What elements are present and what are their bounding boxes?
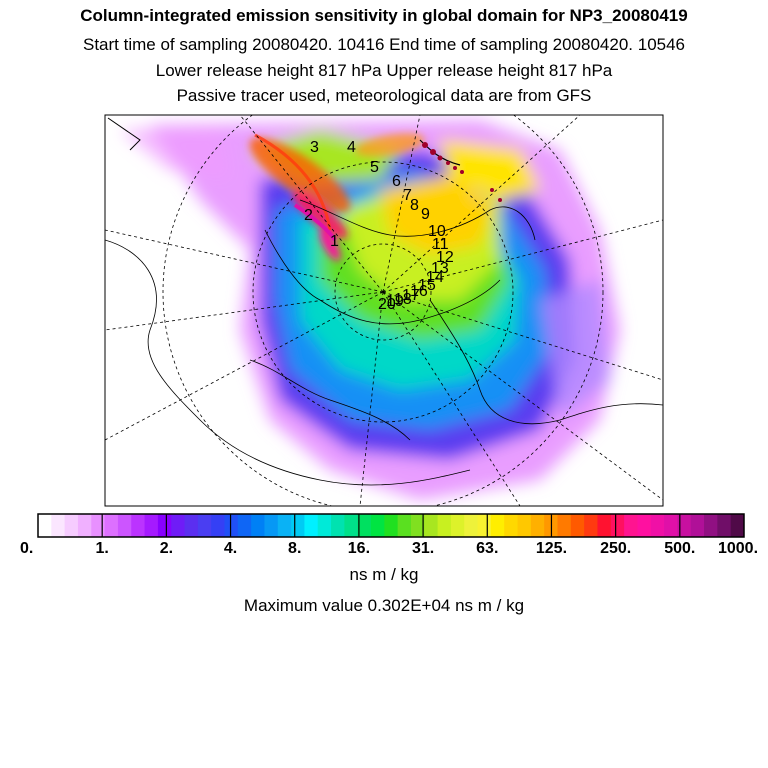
trajectory-label: 5 [370, 159, 379, 176]
colorbar-swatch [677, 514, 692, 537]
colorbar-swatch [344, 514, 359, 537]
colorbar-swatch [51, 514, 66, 537]
colorbar-swatch [371, 514, 385, 537]
colorbar-tick-label: 2. [160, 540, 173, 557]
trajectory-label: 2 [304, 207, 313, 224]
colorbar-swatch [397, 514, 412, 537]
colorbar-swatch [224, 514, 239, 537]
trajectory-label: 11 [432, 236, 449, 253]
trajectory-label: 12 [436, 249, 454, 266]
map-title: Column-integrated emission sensitivity i… [80, 6, 688, 25]
colorbar-tick-label: 125. [536, 540, 567, 557]
trajectory-label: 6 [392, 173, 401, 190]
colorbar-tick-label: 1. [96, 540, 109, 557]
colorbar-swatch [131, 514, 146, 537]
colorbar-swatch [64, 514, 79, 537]
colorbar-swatch [477, 514, 492, 537]
trajectory-label: 17 [402, 287, 420, 304]
colorbar-swatch [570, 514, 585, 537]
colorbar-swatch [690, 514, 705, 537]
colorbar-swatch [197, 514, 212, 537]
colorbar: 0. 1. 2. 4. 8. 16. 31. 63. 125. 250. 500. 1000. [20, 513, 758, 557]
colorbar-swatch [291, 514, 305, 537]
trajectory-label: 10 [428, 223, 446, 240]
colorbar-swatch [517, 514, 532, 537]
colorbar-frame [37, 513, 745, 538]
colorbar-tick-label: 4. [224, 540, 237, 557]
colorbar-tick-label: 63. [476, 540, 498, 557]
colorbar-swatch [530, 514, 545, 537]
trajectory-label: 19 [386, 293, 404, 310]
colorbar-swatch [144, 514, 159, 537]
trajectory-label: 9 [421, 206, 430, 223]
trajectory-label: 7 [403, 187, 412, 204]
colorbar-swatch [490, 514, 505, 537]
colorbar-tick-label: 1000. [718, 540, 758, 557]
colorbar-tick-label: 16. [348, 540, 370, 557]
colorbar-swatch [317, 514, 332, 537]
colorbar-swatch [730, 514, 745, 537]
trajectory-label: 13 [431, 260, 449, 277]
colorbar-unit: ns m / kg [349, 565, 419, 584]
colorbar-swatch [304, 514, 319, 537]
trajectory-label: 14 [426, 269, 444, 286]
colorbar-swatch [464, 514, 479, 537]
sampling-times: Start time of sampling 20080420. 10416 E… [82, 35, 686, 54]
trajectory-label: 4 [347, 139, 356, 156]
trajectory-label: 3 [310, 139, 319, 156]
colorbar-swatch [597, 514, 612, 537]
trajectory-label: 8 [410, 197, 419, 214]
colorbar-swatch [237, 514, 252, 537]
colorbar-swatches [38, 514, 745, 537]
trajectory-label: 16 [410, 283, 428, 300]
colorbar-swatch [171, 514, 186, 537]
colorbar-tick-label: 250. [600, 540, 631, 557]
colorbar-swatch [557, 514, 572, 537]
trajectory-label: 20 [378, 296, 396, 313]
trajectory-label: 18 [394, 291, 412, 308]
trajectory-label: 15 [418, 277, 436, 294]
colorbar-tick-label: 0. [20, 540, 33, 557]
colorbar-swatch [38, 514, 52, 537]
colorbar-dividers [101, 514, 681, 537]
colorbar-swatch [157, 514, 172, 537]
tracer-info: Passive tracer used, meteorological data… [176, 86, 592, 105]
colorbar-swatch [504, 514, 519, 537]
maximum-value: Maximum value 0.302E+04 ns m / kg [243, 596, 525, 615]
colorbar-swatch [664, 514, 678, 537]
colorbar-tick-label: 31. [412, 540, 434, 557]
colorbar-swatch [277, 514, 292, 537]
colorbar-swatch [211, 514, 225, 537]
release-heights: Lower release height 817 hPa Upper relea… [155, 61, 613, 80]
colorbar-swatch [77, 514, 92, 537]
trajectory-label: 1 [330, 233, 339, 250]
colorbar-swatch [424, 514, 439, 537]
colorbar-swatch [704, 514, 718, 537]
colorbar-swatch [624, 514, 638, 537]
colorbar-swatch [184, 514, 199, 537]
colorbar-swatch [104, 514, 119, 537]
colorbar-swatch [637, 514, 652, 537]
colorbar-swatch [264, 514, 279, 537]
colorbar-swatch [331, 514, 345, 537]
colorbar-swatch [117, 514, 132, 537]
colorbar-swatch [650, 514, 665, 537]
colorbar-swatch [584, 514, 598, 537]
colorbar-swatch [437, 514, 452, 537]
colorbar-swatch [610, 514, 625, 537]
colorbar-tick-label: 8. [288, 540, 301, 557]
colorbar-tick-label: 500. [664, 540, 695, 557]
colorbar-swatch [717, 514, 732, 537]
colorbar-swatch [450, 514, 465, 537]
colorbar-swatch [251, 514, 265, 537]
colorbar-swatch [91, 514, 106, 537]
trajectory-labels: 1 2 3 4 5 6 7 8 9 10 11 12 13 14 15 16 1… [304, 139, 454, 313]
colorbar-tick-labels: 0. 1. 2. 4. 8. 16. 31. 63. 125. 250. 500. 1000. [20, 540, 758, 557]
colorbar-swatch [357, 514, 372, 537]
colorbar-swatch [410, 514, 425, 537]
map-frame [104, 114, 664, 507]
colorbar-swatch [384, 514, 399, 537]
sensitivity-field [105, 115, 663, 506]
